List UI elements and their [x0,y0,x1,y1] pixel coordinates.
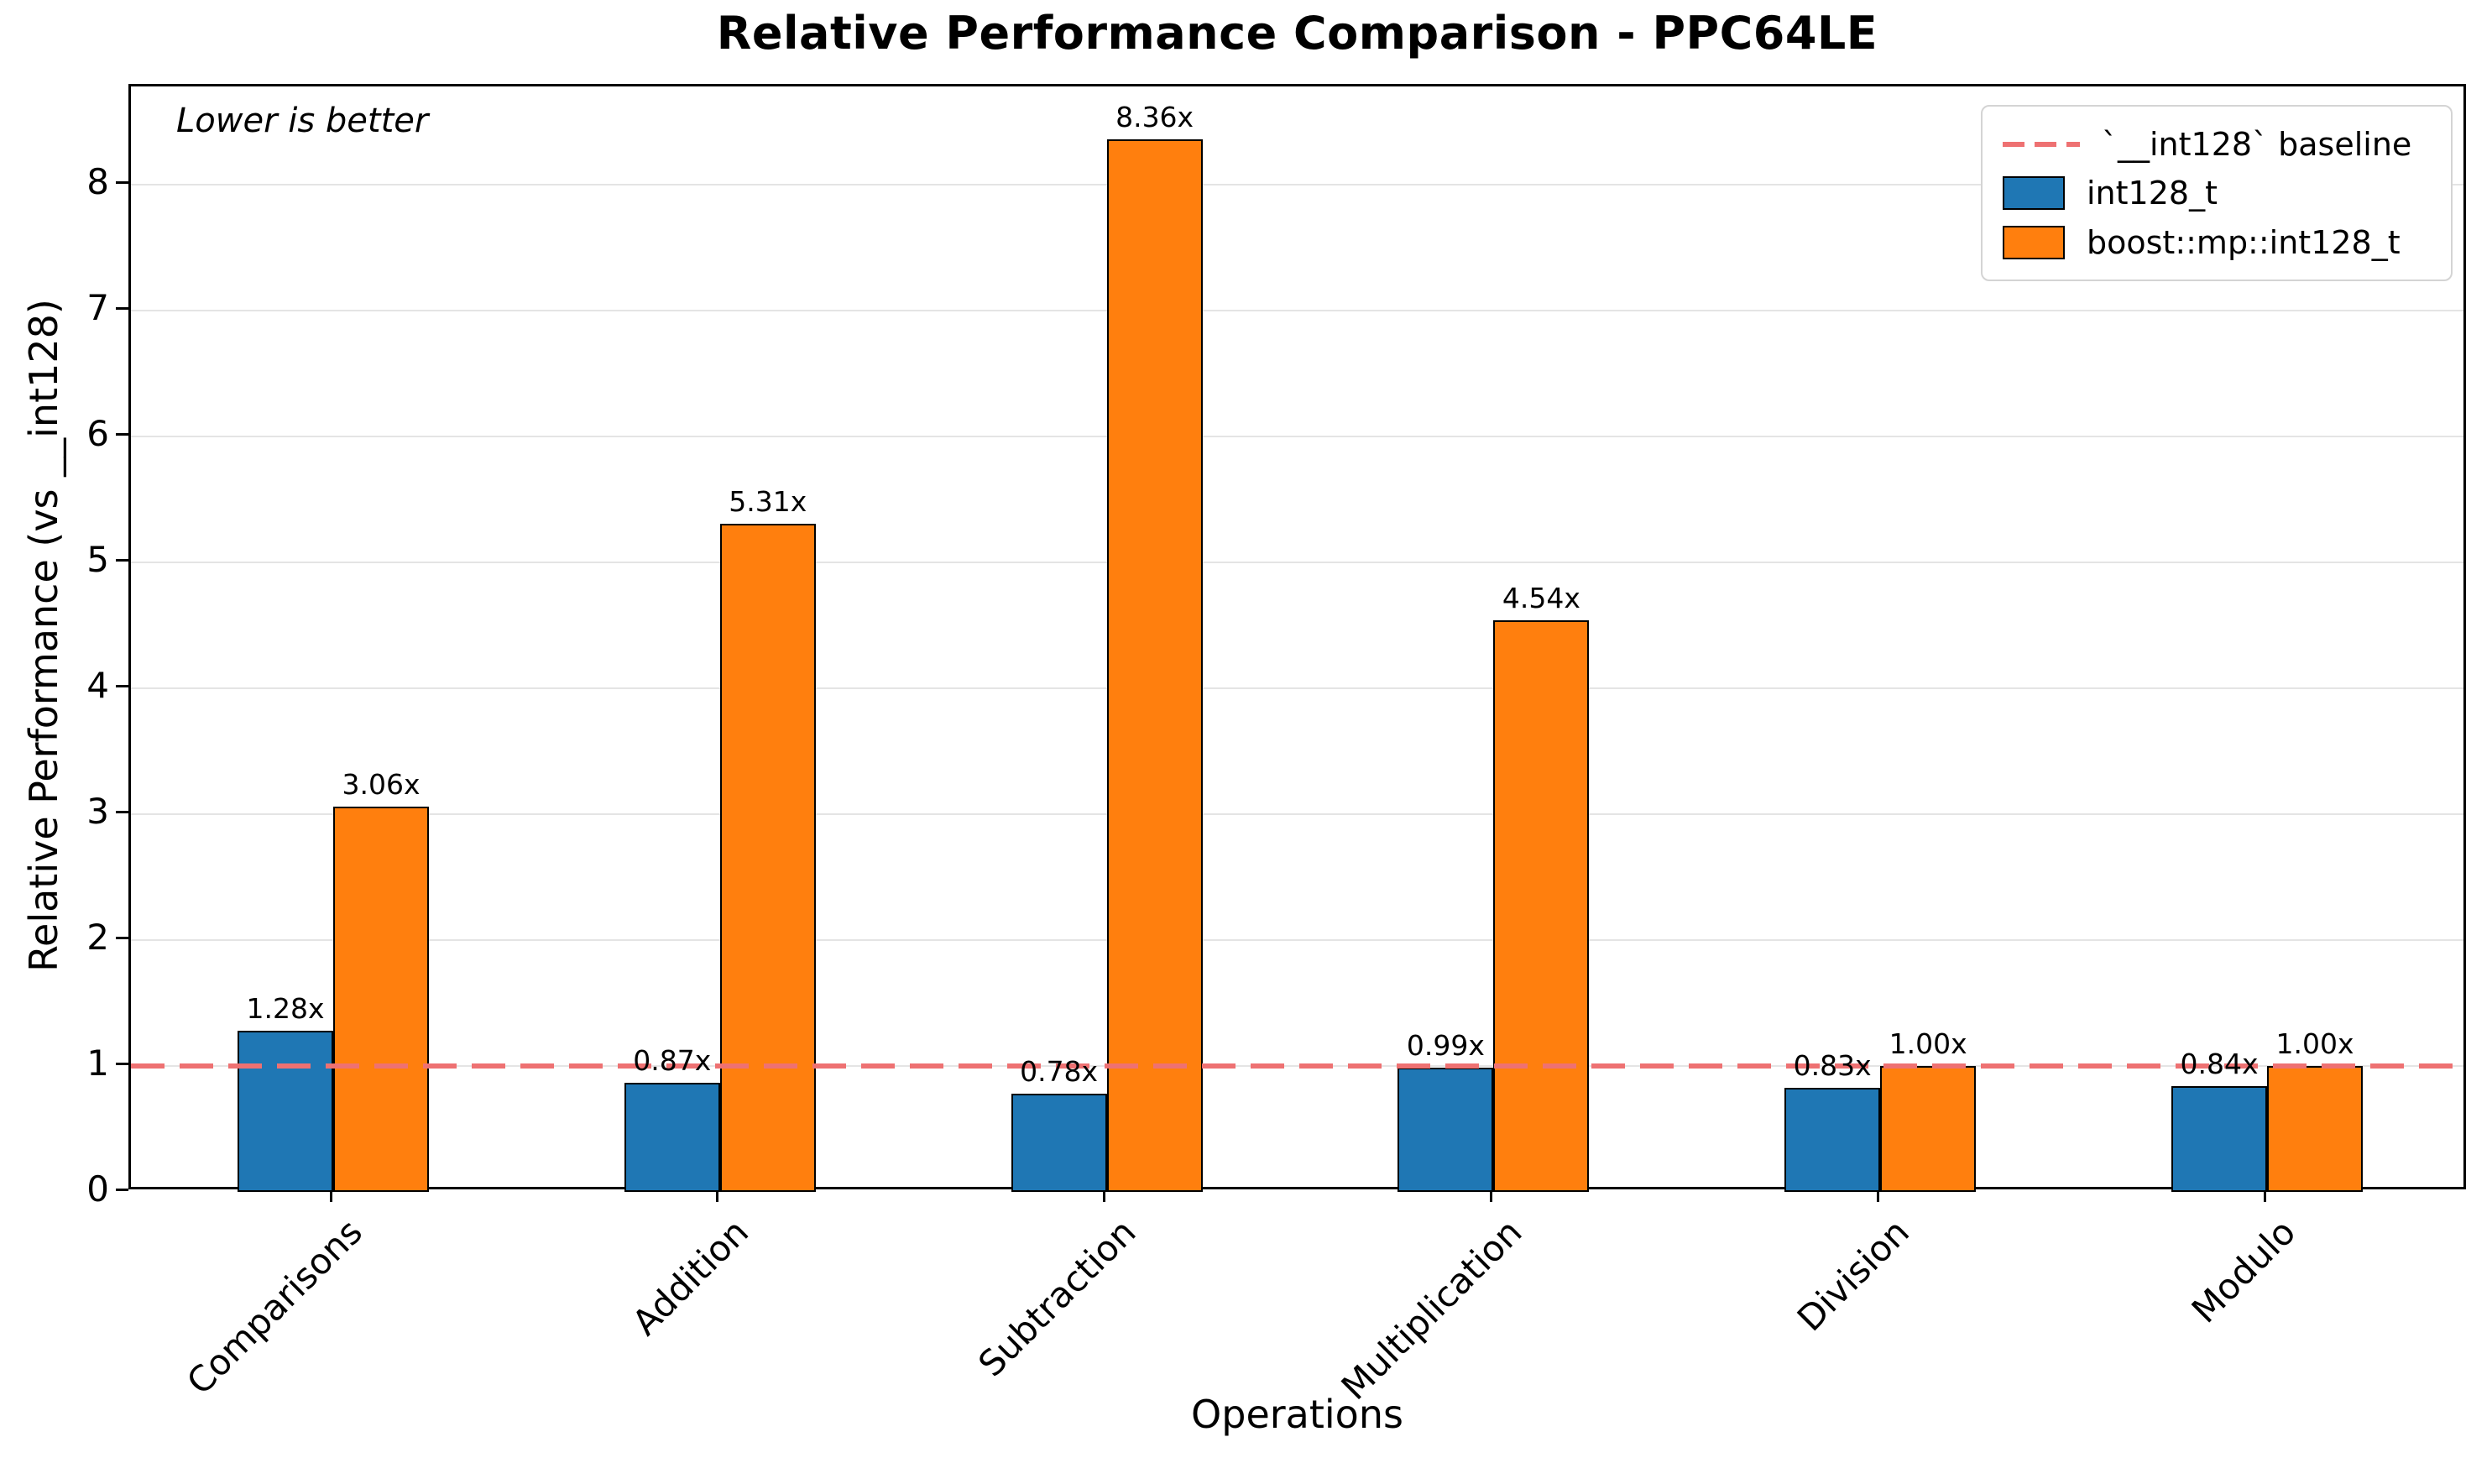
y-tick-label-0: 0 [86,1168,109,1210]
bar-int128_t-multiplication [1398,1067,1494,1192]
y-tick-mark-5 [116,558,128,562]
y-tick-mark-2 [116,936,128,939]
legend-int128_t-swatch [2003,176,2065,210]
bar-value-label-boost::mp::int128_t-modulo: 1.00x [2275,1027,2354,1060]
bar-boost::mp::int128_t-modulo [2267,1066,2363,1192]
y-tick-mark-4 [116,684,128,687]
legend-baseline-dash-swatch [2003,141,2080,147]
x-tick-mark-modulo [2263,1189,2266,1202]
x-tick-mark-multiplication [1489,1189,1492,1202]
x-tick-label-multiplication: Multiplication [1334,1211,1531,1408]
bar-boost::mp::int128_t-division [1880,1066,1977,1192]
bar-value-label-boost::mp::int128_t-division: 1.00x [1889,1027,1967,1060]
y-tick-mark-3 [116,810,128,813]
x-tick-mark-addition [716,1189,719,1202]
bar-value-label-boost::mp::int128_t-multiplication: 4.54x [1502,582,1580,614]
x-tick-label-modulo: Modulo [2184,1211,2304,1331]
bar-boost::mp::int128_t-addition [719,523,816,1192]
y-tick-mark-1 [116,1062,128,1065]
gridline-y5 [131,562,2463,563]
x-tick-label-comparisons: Comparisons [178,1211,370,1403]
baseline-dashed-line [131,1063,2463,1069]
x-tick-mark-subtraction [1103,1189,1106,1202]
x-axis-title: Operations [1191,1392,1403,1437]
bar-boost::mp::int128_t-comparisons [333,807,429,1192]
y-tick-label-8: 8 [86,161,109,202]
bar-int128_t-subtraction [1011,1094,1107,1192]
y-tick-label-4: 4 [86,665,109,706]
x-tick-label-addition: Addition [624,1211,757,1344]
gridline-y3 [131,813,2463,815]
legend: `__int128` baseline int128_t boost::mp::… [1981,105,2453,281]
y-tick-mark-8 [116,180,128,184]
legend-item-int128_t: int128_t [1983,175,2451,212]
legend-baseline-label: `__int128` baseline [2102,125,2412,163]
y-tick-mark-6 [116,432,128,436]
annotation-lower-is-better: Lower is better [176,102,429,140]
bar-value-label-int128_t-modulo: 0.84x [2180,1048,2259,1080]
gridline-y7 [131,310,2463,311]
bar-value-label-boost::mp::int128_t-addition: 5.31x [729,484,807,518]
x-tick-mark-comparisons [329,1189,332,1202]
y-axis-title: Relative Performance (vs __int128) [21,299,66,972]
bar-value-label-int128_t-addition: 0.87x [633,1043,712,1077]
bar-value-label-int128_t-comparisons: 1.28x [246,992,325,1025]
bar-value-label-int128_t-subtraction: 0.78x [1020,1055,1099,1088]
gridline-y4 [131,687,2463,689]
bar-boost::mp::int128_t-multiplication [1493,620,1590,1192]
y-tick-label-6: 6 [86,413,109,454]
x-tick-label-division: Division [1789,1211,1917,1340]
y-tick-label-3: 3 [86,791,109,832]
x-tick-label-subtraction: Subtraction [969,1211,1144,1385]
legend-item-baseline: `__int128` baseline [1983,126,2451,163]
x-tick-mark-division [1876,1189,1879,1202]
gridline-y8 [131,184,2463,186]
legend-boost-mp-int128_t-label: boost::mp::int128_t [2087,223,2401,261]
bar-int128_t-comparisons [238,1031,333,1192]
y-tick-mark-7 [116,306,128,310]
gridline-y2 [131,939,2463,941]
bar-boost::mp::int128_t-subtraction [1106,139,1203,1192]
legend-int128_t-label: int128_t [2087,175,2218,212]
bar-int128_t-division [1784,1087,1881,1192]
bar-value-label-boost::mp::int128_t-subtraction: 8.36x [1115,101,1194,133]
legend-item-boost-mp-int128_t: boost::mp::int128_t [1983,224,2451,261]
y-tick-mark-0 [116,1188,128,1191]
bar-value-label-int128_t-multiplication: 0.99x [1406,1028,1485,1062]
y-tick-label-7: 7 [86,287,109,328]
bar-int128_t-modulo [2171,1086,2267,1192]
y-tick-label-1: 1 [86,1042,109,1084]
legend-boost-mp-int128_t-swatch [2003,225,2065,259]
bar-value-label-int128_t-division: 0.83x [1793,1048,1872,1082]
chart-title: Relative Performance Comparison - PPC64L… [716,7,1878,60]
y-tick-label-2: 2 [86,917,109,958]
gridline-y6 [131,436,2463,437]
bar-value-label-boost::mp::int128_t-comparisons: 3.06x [342,768,421,801]
bar-int128_t-addition [624,1082,720,1192]
plot-area: Lower is better 1.28x 0.87x 0.78x 0.99x 0.83… [128,84,2466,1192]
y-tick-label-5: 5 [86,539,109,580]
